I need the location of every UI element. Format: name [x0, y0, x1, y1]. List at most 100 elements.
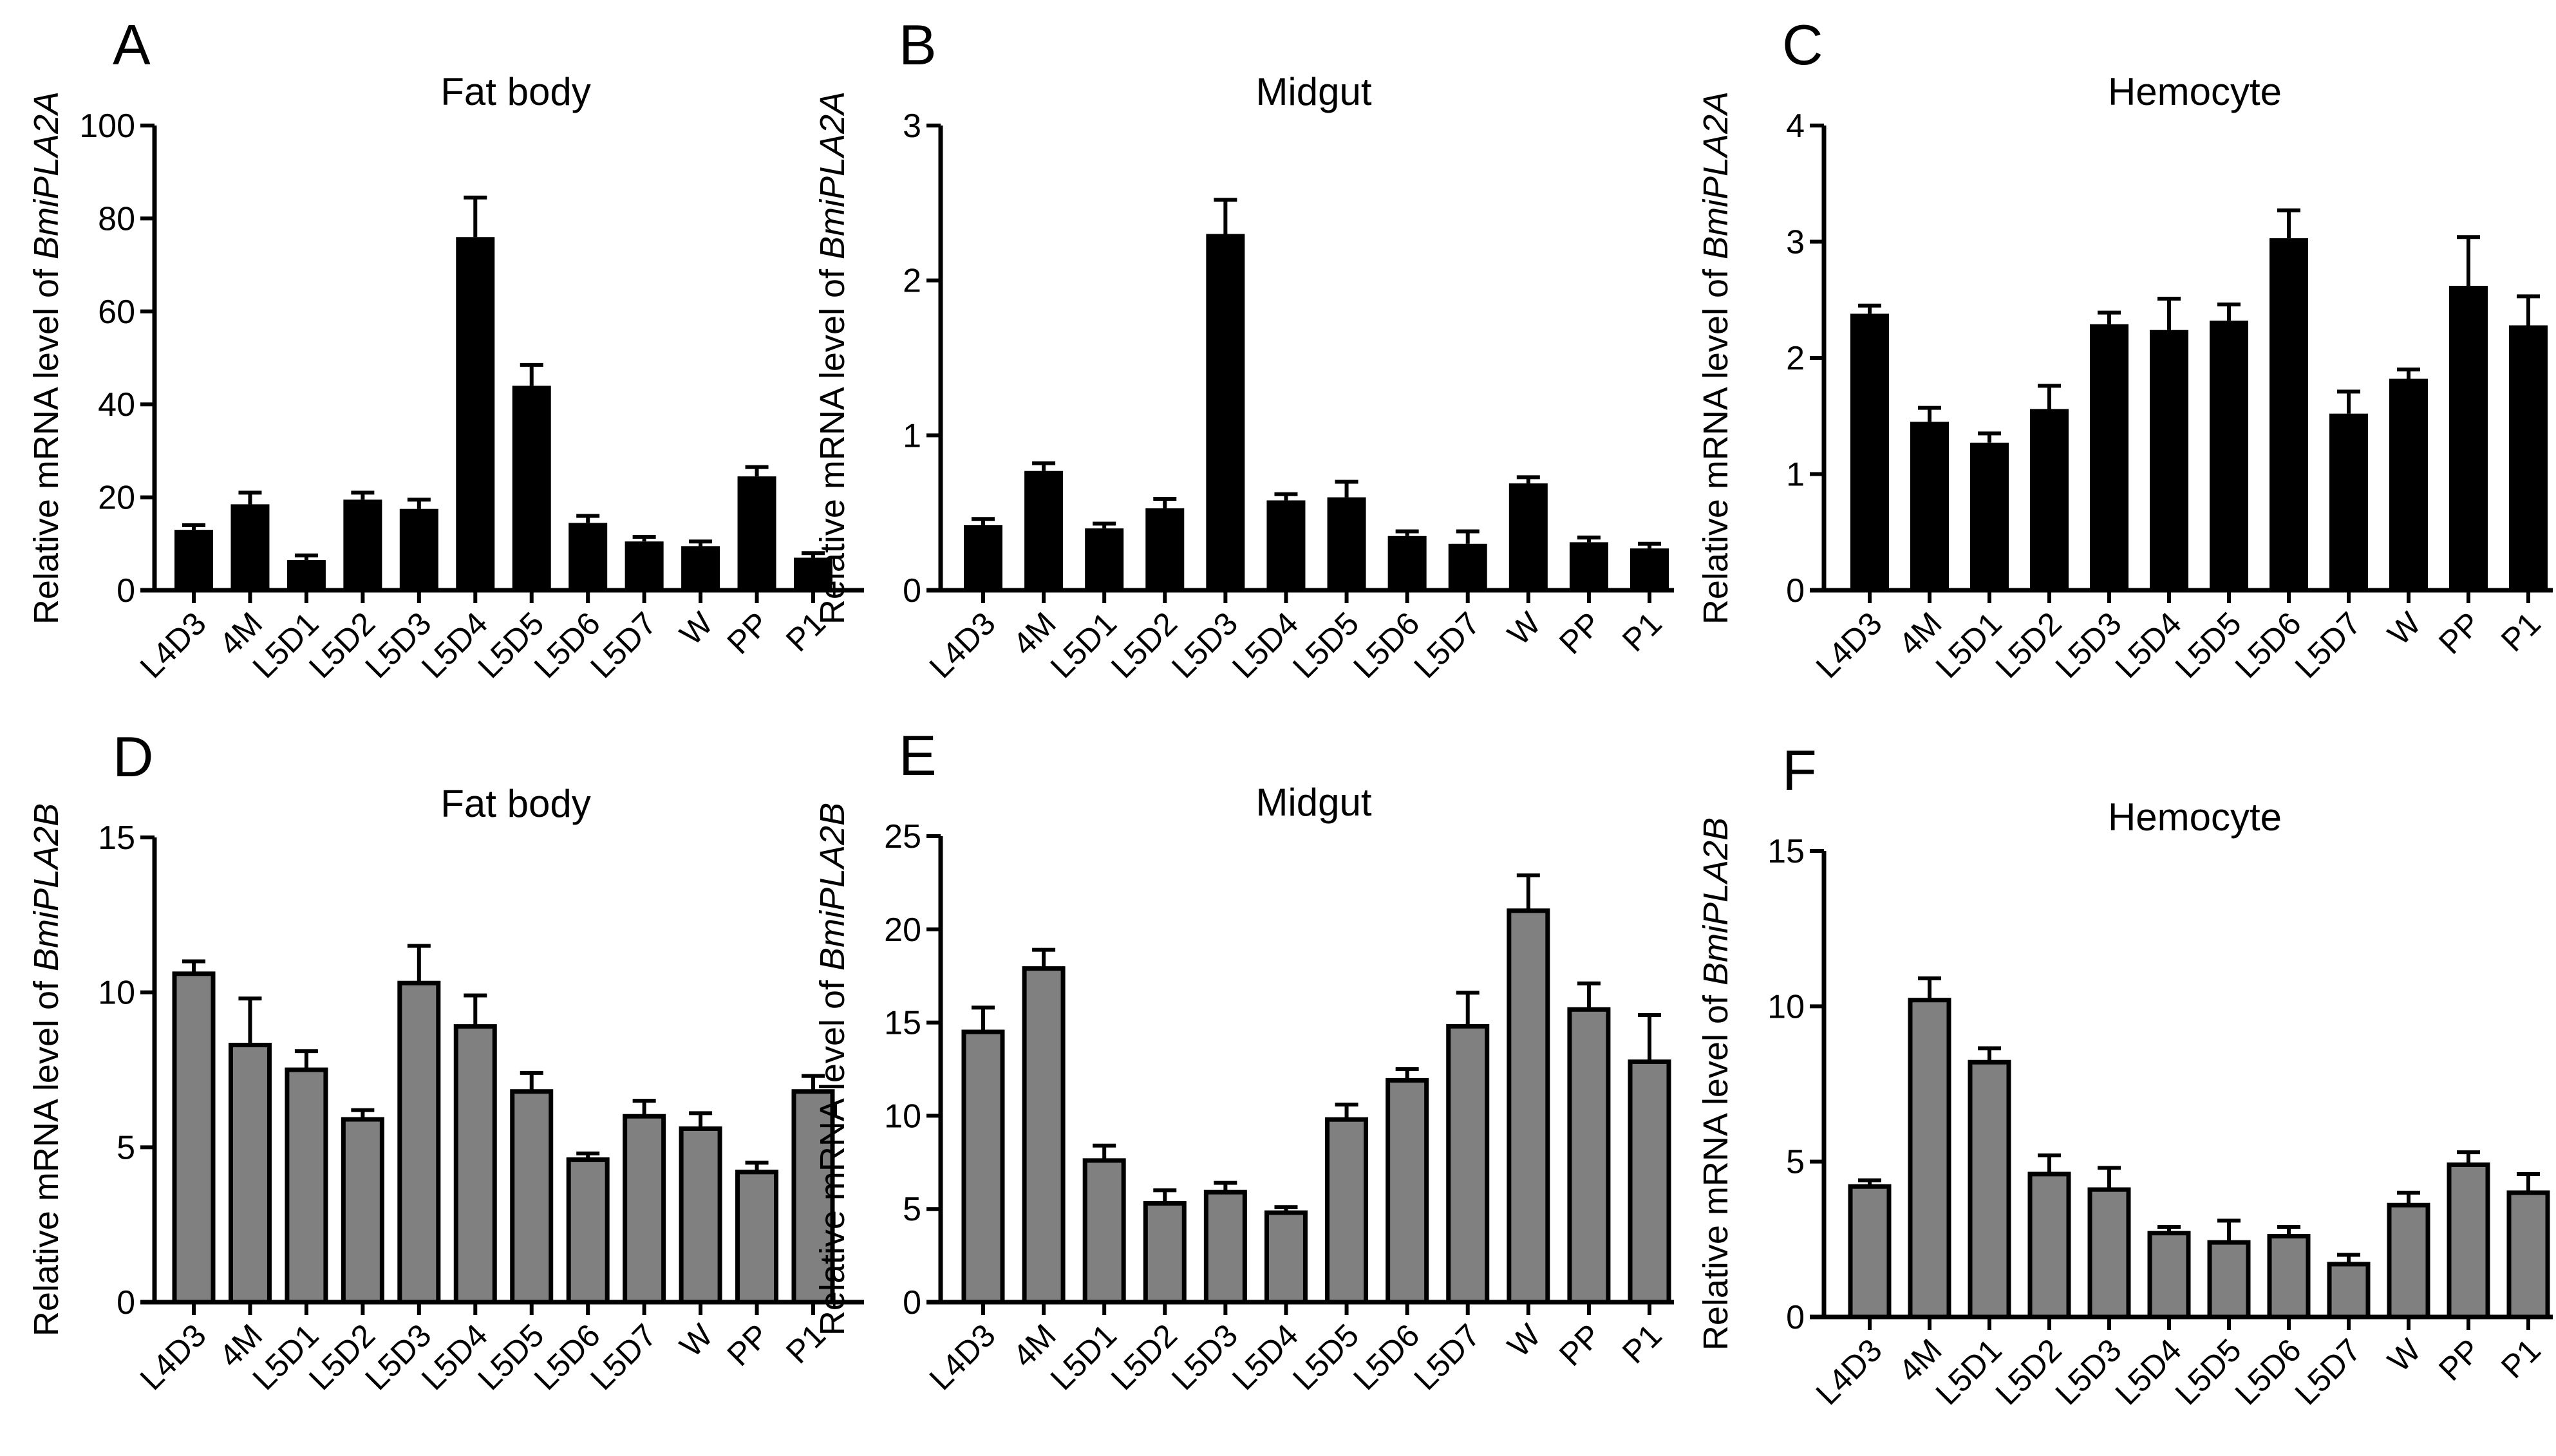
bar-l4d3 [172, 971, 216, 1305]
bar-l5d5 [1327, 497, 1366, 590]
bar-l5d3 [397, 980, 441, 1305]
bar-4m [228, 1042, 272, 1305]
panel-letter: B [899, 13, 937, 77]
x-tick-label: PP [2432, 605, 2488, 661]
x-tick-label: L5D5 [1286, 605, 1366, 685]
x-tick-label: L5D2 [302, 1317, 382, 1397]
x-tick-label: L5D2 [1104, 605, 1184, 685]
bar-l5d7 [1448, 543, 1487, 590]
x-tick-label: PP [2432, 1332, 2488, 1388]
x-tick-label: W [1501, 605, 1548, 653]
bar-l5d2 [2027, 1171, 2071, 1320]
panel-a: A Fat body Relative mRNA level of BmiPLA2A… [27, 13, 864, 685]
bar-pp [737, 476, 776, 590]
x-tick-label: L5D6 [2228, 1332, 2308, 1412]
bar-4m [1024, 471, 1064, 590]
x-tick-label: L5D6 [527, 605, 607, 685]
bar-l4d3 [961, 1029, 1005, 1305]
x-tick-label: W [2381, 1332, 2429, 1379]
y-axis-label-prefix: Relative mRNA level of [1696, 985, 1735, 1350]
x-tick-label: L5D5 [471, 605, 550, 685]
bar-4m [230, 504, 270, 590]
x-tick-label: L5D4 [1225, 1317, 1305, 1397]
x-tick-label: L5D6 [1346, 1317, 1426, 1397]
bar-pp [2447, 1162, 2490, 1320]
bar-l5d6 [1386, 1078, 1429, 1305]
y-tick-label: 2 [1786, 340, 1805, 377]
bar-l5d5 [510, 1089, 554, 1305]
x-tick-label: L5D3 [1165, 1317, 1245, 1397]
x-tick-label: L4D3 [1809, 1332, 1889, 1412]
x-tick-label: L5D1 [1929, 605, 2009, 685]
x-tick-label: P1 [2494, 605, 2548, 658]
bar-p1 [1628, 1059, 1671, 1305]
x-tick-label: W [1501, 1317, 1548, 1365]
x-tick-label: L5D4 [2109, 1332, 2188, 1412]
x-tick-label: L5D4 [415, 1317, 494, 1397]
bar-l5d6 [2269, 238, 2308, 591]
bar-l5d1 [1085, 528, 1124, 590]
bar-p1 [794, 557, 832, 590]
panel-f: F Hemocyte Relative mRNA level of BmiPLA2B… [1696, 738, 2553, 1412]
x-tick-label: PP [1552, 1317, 1608, 1373]
y-tick-label: 0 [903, 572, 921, 610]
bar-4m [1908, 998, 1951, 1320]
chart-title: Hemocyte [2108, 70, 2282, 113]
y-tick-label: 0 [1786, 572, 1805, 610]
bar-w [2389, 378, 2428, 590]
y-tick-label: 0 [1786, 1299, 1805, 1336]
y-axis-label: Relative mRNA level of BmiPLA2B [27, 803, 66, 1336]
y-tick-label: 3 [1786, 224, 1805, 261]
bar-l5d3 [399, 509, 438, 590]
bar-l5d1 [1968, 1059, 2011, 1320]
x-tick-label: L5D7 [1407, 1317, 1487, 1397]
bar-w [1508, 483, 1548, 590]
y-axis-label-prefix: Relative mRNA level of [813, 971, 852, 1336]
bar-l5d7 [625, 541, 664, 590]
y-axis-label-gene: BmiPLA2A [27, 91, 66, 259]
x-tick-label: L4D3 [923, 1317, 1002, 1397]
bar-l4d3 [174, 530, 213, 590]
bar-pp [2449, 286, 2488, 590]
y-tick-label: 1 [903, 417, 921, 454]
x-tick-label: L4D3 [1809, 605, 1889, 685]
bar-l5d3 [2090, 324, 2128, 590]
y-axis-label-gene: BmiPLA2B [1696, 817, 1735, 985]
bar-l5d5 [1325, 1117, 1369, 1305]
y-axis-label: Relative mRNA level of BmiPLA2B [813, 803, 852, 1336]
x-tick-label: L4D3 [133, 605, 213, 685]
bar-l5d1 [1970, 442, 2009, 590]
y-tick-label: 5 [903, 1191, 921, 1228]
bar-pp [1567, 1007, 1611, 1305]
y-tick-label: 0 [117, 1284, 135, 1321]
panel-e: E Midgut Relative mRNA level of BmiPLA2B L4… [813, 723, 1674, 1397]
y-tick-label: 2 [903, 263, 921, 300]
x-tick-label: L4D3 [133, 1317, 213, 1397]
bar-pp [1569, 542, 1608, 590]
y-axis-label: Relative mRNA level of BmiPLA2A [813, 91, 852, 624]
x-tick-label: L5D3 [2049, 1332, 2128, 1412]
bar-l5d7 [2327, 1262, 2371, 1320]
bar-l5d6 [569, 523, 608, 590]
y-tick-label: 4 [1786, 107, 1805, 145]
x-tick-label: L5D2 [302, 605, 382, 685]
y-tick-label: 1 [1786, 456, 1805, 494]
bar-l5d1 [287, 560, 326, 590]
bar-l5d3 [2087, 1187, 2131, 1320]
x-tick-label: L5D5 [1286, 1317, 1366, 1397]
panel-letter: C [1782, 13, 1823, 77]
y-tick-label: 0 [117, 572, 135, 610]
x-tick-label: L5D2 [1989, 1332, 2069, 1412]
y-tick-label: 60 [98, 294, 135, 331]
panel-letter: F [1782, 738, 1817, 802]
bar-l5d4 [456, 237, 495, 590]
y-tick-label: 15 [98, 819, 135, 857]
x-tick-label: L5D1 [1044, 605, 1123, 685]
bar-l5d4 [2150, 330, 2188, 590]
x-tick-label: W [2381, 605, 2429, 653]
y-tick-label: 80 [98, 200, 135, 238]
bar-l5d7 [1446, 1023, 1490, 1305]
x-tick-label: L5D1 [1044, 1317, 1123, 1397]
x-tick-label: L5D7 [2288, 605, 2368, 685]
bar-p1 [791, 1089, 835, 1305]
